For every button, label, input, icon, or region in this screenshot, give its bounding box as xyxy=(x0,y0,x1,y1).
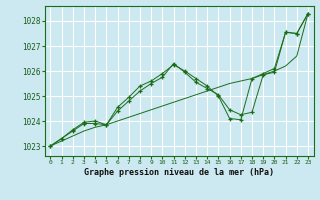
X-axis label: Graphe pression niveau de la mer (hPa): Graphe pression niveau de la mer (hPa) xyxy=(84,168,274,177)
